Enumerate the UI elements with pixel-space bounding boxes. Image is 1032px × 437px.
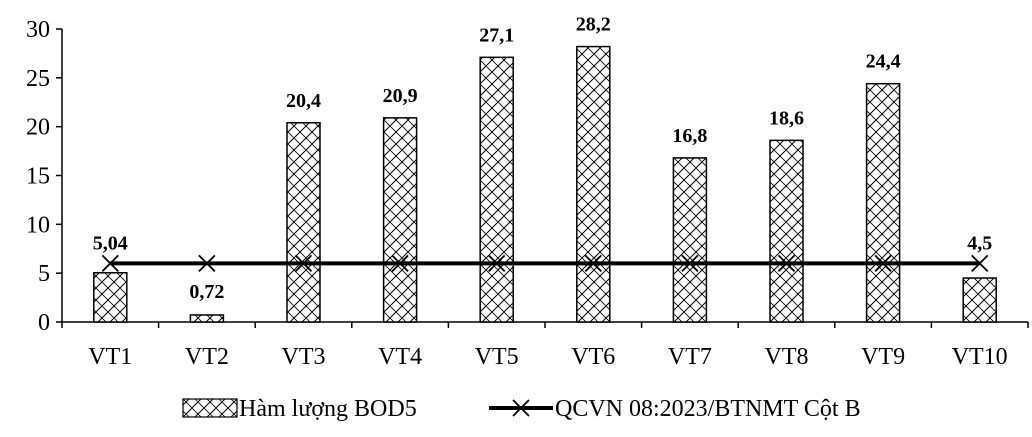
- y-tick-label: 0: [38, 310, 50, 336]
- legend-marker-stroke: [512, 399, 530, 417]
- x-marker: [971, 254, 989, 273]
- x-category-label: VT7: [668, 344, 712, 370]
- data-label: 5,04: [93, 232, 128, 254]
- x-marker-stroke: [101, 254, 119, 273]
- x-category-label: VT8: [765, 344, 809, 370]
- bar: [286, 122, 321, 323]
- bar: [672, 157, 708, 323]
- x-marker-stroke: [488, 254, 506, 273]
- x-marker: [584, 254, 602, 273]
- x-category-label: VT3: [282, 344, 326, 370]
- bar: [479, 56, 514, 323]
- x-category-label: VT6: [571, 344, 615, 370]
- data-label: 28,2: [576, 14, 611, 36]
- y-tick-label: 10: [26, 212, 50, 238]
- x-marker-stroke: [681, 254, 699, 273]
- y-tick-label: 20: [26, 115, 50, 141]
- bar: [93, 272, 128, 323]
- y-tick-label: 30: [26, 17, 50, 43]
- bar: [382, 117, 418, 323]
- data-label: 20,4: [286, 90, 321, 112]
- legend-swatch-bar: [182, 398, 238, 418]
- x-marker: [391, 254, 409, 273]
- bar: [865, 82, 901, 323]
- data-label: 4,5: [967, 232, 992, 254]
- y-tick-label: 25: [26, 66, 50, 92]
- x-marker-stroke: [294, 254, 313, 273]
- x-marker: [294, 254, 313, 273]
- x-category-label: VT5: [475, 344, 519, 370]
- data-label: 18,6: [769, 107, 804, 129]
- x-marker: [681, 254, 699, 273]
- x-category-label: VT4: [378, 344, 422, 370]
- bar: [576, 45, 611, 323]
- x-marker-stroke: [391, 254, 409, 273]
- x-category-label: VT10: [952, 344, 1008, 370]
- data-label: 16,8: [672, 125, 707, 147]
- x-marker-stroke: [971, 254, 989, 273]
- x-category-label: VT9: [861, 344, 905, 370]
- x-marker: [488, 254, 506, 273]
- x-category-label: VT1: [88, 344, 132, 370]
- x-marker: [777, 254, 796, 273]
- bar: [189, 314, 225, 323]
- data-label: 0,72: [189, 281, 224, 303]
- y-tick-label: 5: [38, 261, 50, 287]
- data-label: 27,1: [479, 24, 514, 46]
- y-tick-label: 15: [26, 164, 50, 190]
- x-category-label: VT2: [185, 344, 229, 370]
- x-marker: [198, 254, 216, 273]
- x-marker-stroke: [584, 254, 602, 273]
- data-label: 20,9: [383, 85, 418, 107]
- legend-label-qcvn: QCVN 08:2023/BTNMT Cột B: [555, 396, 861, 422]
- x-marker-stroke: [777, 254, 796, 273]
- x-marker-stroke: [198, 254, 216, 273]
- bar: [962, 277, 997, 323]
- x-marker: [874, 254, 892, 273]
- x-marker: [101, 254, 119, 273]
- data-label: 24,4: [866, 51, 901, 73]
- bar: [769, 139, 804, 323]
- x-marker-stroke: [874, 254, 892, 273]
- legend-label-bod5: Hàm lượng BOD5: [239, 396, 417, 422]
